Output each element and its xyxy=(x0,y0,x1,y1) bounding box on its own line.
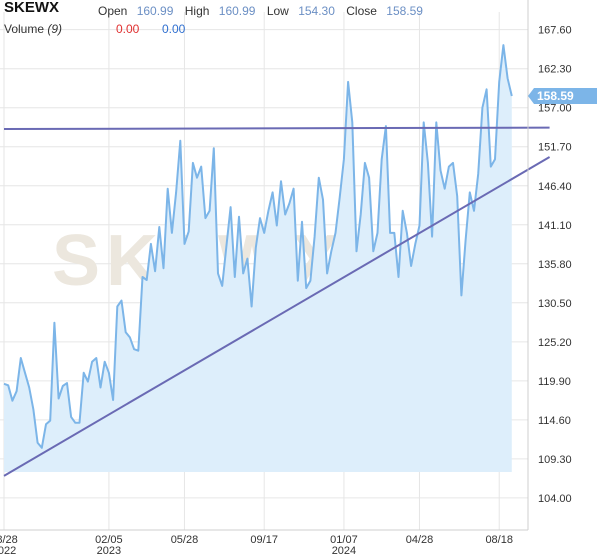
close-label: Close xyxy=(346,4,377,18)
last-price-tag: 158.59 xyxy=(528,88,597,105)
y-tick-label: 167.60 xyxy=(538,25,572,37)
symbol-title: SKEWX xyxy=(4,0,60,16)
price-area-fill xyxy=(4,45,512,472)
x-tick-label: 01/07 xyxy=(330,534,358,546)
last-price-tag-shape xyxy=(528,88,597,105)
x-tick-label: 04/28 xyxy=(406,534,434,546)
open-value: 160.99 xyxy=(136,4,174,18)
x-tick-year: 2023 xyxy=(97,545,121,557)
high-label: High xyxy=(184,4,210,18)
y-tick-label: 114.60 xyxy=(538,415,571,427)
trendline xyxy=(3,126,550,131)
y-tick-label: 151.70 xyxy=(538,142,572,154)
y-tick-label: 125.20 xyxy=(538,337,572,349)
low-value: 154.30 xyxy=(298,4,335,18)
ohlc-readout: Open 160.99 High 160.99 Low 154.30 Close… xyxy=(98,4,423,18)
close-value: 158.59 xyxy=(386,4,423,18)
y-axis: 167.60 162.30 157.00 151.70 146.40 141.10 135.… xyxy=(527,0,572,530)
x-tick-label: 02/05 xyxy=(95,534,123,546)
open-label: Open xyxy=(98,4,128,18)
x-tick-year: 2024 xyxy=(332,545,356,557)
x-tick-label: 08/28 xyxy=(0,534,18,546)
trendline xyxy=(3,156,551,477)
volume-value-1: 0.00 xyxy=(116,22,140,36)
price-line xyxy=(3,44,513,449)
trendlines xyxy=(3,126,551,477)
price-area xyxy=(3,44,513,472)
y-tick-label: 141.10 xyxy=(538,220,572,232)
x-tick-label: 08/18 xyxy=(485,534,513,546)
y-tick-label: 135.80 xyxy=(538,259,572,271)
last-price-tag-label: 158.59 xyxy=(537,89,574,103)
low-label: Low xyxy=(266,4,289,18)
volume-period: (9) xyxy=(47,22,63,36)
volume-label: Volume xyxy=(4,22,45,36)
volume-readout: Volume (9) xyxy=(4,22,62,36)
y-tick-label: 162.30 xyxy=(538,64,572,76)
high-value: 160.99 xyxy=(218,4,256,18)
x-tick-label: 09/17 xyxy=(250,534,278,546)
y-tick-label: 146.40 xyxy=(538,181,572,193)
y-tick-label: 130.50 xyxy=(538,298,572,310)
y-tick-label: 104.00 xyxy=(538,493,572,505)
y-tick-label: 109.30 xyxy=(538,454,572,466)
x-tick-year: 2022 xyxy=(0,545,16,557)
y-tick-label: 157.00 xyxy=(538,103,572,115)
volume-value-2: 0.00 xyxy=(162,22,186,36)
x-tick-label: 05/28 xyxy=(171,534,199,546)
y-tick-label: 119.90 xyxy=(538,376,571,388)
